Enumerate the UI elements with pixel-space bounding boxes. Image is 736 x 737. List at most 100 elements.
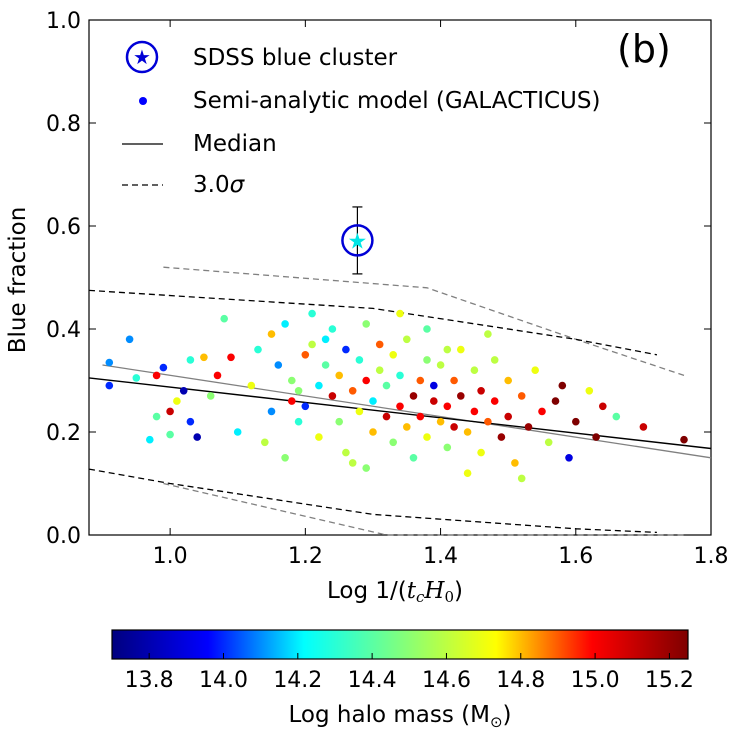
y-tick-label: 1.0 — [46, 9, 81, 34]
scatter-point — [348, 387, 357, 395]
colorbar-tick-label: 15.2 — [645, 668, 694, 693]
scatter-point — [375, 340, 384, 349]
x-tick-label: 1.0 — [153, 544, 188, 569]
scatter-point — [159, 363, 168, 372]
colorbar-label-prefix: Log halo mass (M — [289, 702, 490, 728]
scatter-point — [213, 371, 222, 380]
scatter-point — [342, 448, 350, 457]
scatter-point — [281, 320, 289, 328]
scatter-point — [362, 320, 371, 328]
scatter-point — [362, 464, 371, 472]
scatter-point — [301, 402, 310, 411]
scatter-point — [220, 314, 228, 323]
scatter-point — [470, 366, 479, 375]
colorbar-tick-label: 14.2 — [273, 668, 322, 693]
legend-model-dot — [139, 97, 147, 105]
scatter-point — [639, 423, 648, 431]
legend-entry-model: Semi-analytic model (GALACTICUS) — [139, 88, 600, 114]
y-axis-ticks: 0.0 0.2 0.4 0.6 0.8 1.0 — [46, 9, 711, 549]
colorbar-tick-label: 14.8 — [496, 668, 545, 693]
scatter-point — [443, 443, 452, 452]
scatter-point — [362, 376, 371, 385]
scatter-point — [551, 397, 560, 405]
x-axis-label: Log 1/(tcH0) — [327, 578, 463, 606]
colorbar: 13.8 14.0 14.2 14.4 14.6 14.8 15.0 15.2 Log hal… — [111, 629, 694, 731]
scatter-point — [538, 407, 546, 416]
scatter-point — [288, 376, 296, 385]
scatter-point — [423, 356, 431, 364]
scatter-point — [267, 330, 276, 338]
scatter-point — [403, 335, 411, 344]
x-tick-label: 1.8 — [694, 544, 729, 569]
scatter-point — [490, 397, 499, 405]
scatter-point — [294, 417, 303, 426]
scatter-point — [497, 433, 506, 441]
colorbar-gradient-bar — [111, 629, 689, 660]
y-tick-label: 0.0 — [46, 524, 81, 549]
scatter-point — [463, 469, 472, 478]
scatter-point — [443, 345, 452, 354]
scatter-point — [301, 351, 310, 359]
colorbar-tick-label: 13.8 — [125, 668, 174, 693]
gray-fit-line — [102, 364, 712, 459]
sdss-point-group: ★ — [341, 206, 374, 275]
scatter-point — [477, 387, 485, 395]
scatter-point — [416, 376, 425, 385]
scatter-point — [504, 412, 512, 421]
scatter-point — [335, 417, 344, 426]
gray-upper-dashed-line — [163, 266, 685, 377]
panel-label: (b) — [617, 27, 671, 71]
median-line-group — [88, 377, 712, 450]
scatter-point — [206, 392, 215, 400]
scatter-point — [409, 392, 418, 400]
scatter-point — [565, 454, 573, 462]
scatter-point — [403, 423, 411, 431]
scatter-point — [125, 335, 134, 344]
colorbar-tick-label: 14.6 — [422, 668, 471, 693]
x-axis-label-suffix: ) — [454, 578, 463, 604]
gray-lower-dashed-line — [163, 482, 684, 536]
plot-area: ★ 1.0 1.2 1.4 1.6 1.8 0.0 0.2 0.4 0.6 0.8 1.0 — [46, 9, 729, 569]
scatter-point — [274, 361, 283, 369]
scatter-point — [308, 309, 316, 318]
x-tick-label: 1.2 — [288, 544, 323, 569]
scatter-point — [470, 407, 479, 416]
scatter-point — [152, 412, 161, 421]
scatter-point — [572, 417, 580, 426]
sigma-lines — [88, 289, 658, 534]
scatter-point — [193, 433, 201, 441]
scatter-point — [389, 351, 398, 359]
sigma-upper-line — [88, 289, 658, 356]
x-axis-ticks: 1.0 1.2 1.4 1.6 1.8 — [153, 20, 729, 569]
scatter-point — [186, 356, 195, 364]
scatter-point — [321, 361, 330, 369]
legend-entry-median: Median — [122, 131, 277, 157]
scatter-point — [261, 438, 269, 447]
scatter-point — [105, 381, 114, 390]
scatter-point — [152, 371, 161, 380]
scatter-point — [423, 325, 431, 333]
scatter-point — [166, 407, 174, 416]
legend-median-label: Median — [193, 131, 277, 157]
scatter-point — [612, 412, 621, 421]
scatter-point — [355, 356, 364, 364]
scatter-point — [294, 387, 303, 395]
sdss-star-icon: ★ — [348, 229, 368, 254]
scatter-point — [389, 438, 398, 447]
scatter-point — [288, 397, 296, 405]
scatter-point — [254, 345, 262, 354]
scatter-point — [517, 474, 526, 483]
scatter-point — [680, 435, 688, 444]
scatter-point — [504, 376, 512, 385]
y-tick-label: 0.2 — [46, 421, 81, 446]
scatter-point — [355, 407, 364, 416]
legend-sigma-label: 3.0σ — [193, 172, 246, 198]
scatter-point — [511, 459, 519, 467]
scatter-point — [281, 454, 289, 462]
scatter-point — [436, 417, 445, 426]
y-axis-label: Blue fraction — [5, 207, 31, 354]
scatter-point — [436, 361, 445, 369]
scatter-point — [443, 402, 452, 411]
scatter-point — [484, 330, 492, 338]
